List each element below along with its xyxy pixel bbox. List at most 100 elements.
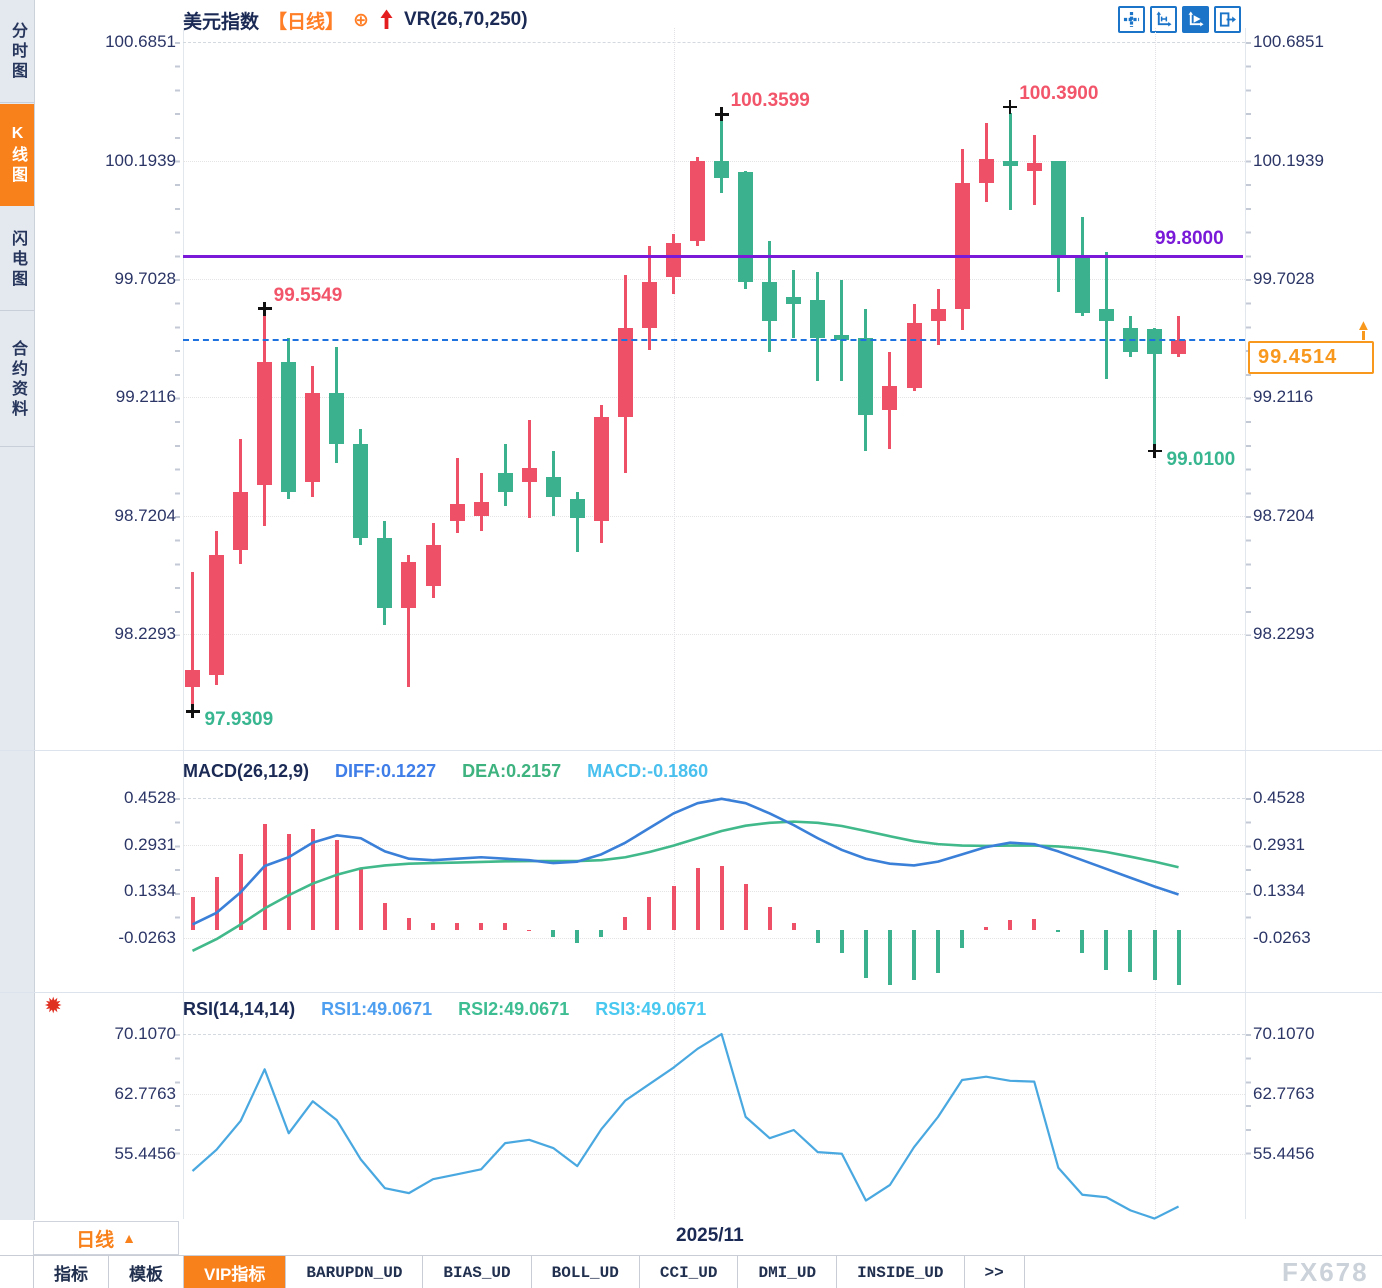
macd-histogram-bar bbox=[575, 930, 580, 944]
candle-body bbox=[257, 361, 273, 485]
candle-body bbox=[569, 499, 585, 519]
level-line-label: 99.8000 bbox=[1155, 228, 1224, 249]
macd-histogram-bar bbox=[743, 884, 748, 931]
sidebar-tab-timeline[interactable]: 分时图 bbox=[0, 2, 34, 103]
indicator-tab-10[interactable]: >> bbox=[965, 1256, 1025, 1288]
rsi3-value: RSI3:49.0671 bbox=[595, 999, 707, 1019]
y-axis-label-left: 99.7028 bbox=[114, 268, 176, 288]
gridline-h bbox=[183, 844, 1245, 846]
plot-edge-line bbox=[183, 28, 184, 1219]
macd-params: MACD(26,12,9) bbox=[183, 761, 310, 781]
macd-histogram-bar bbox=[960, 930, 965, 949]
macd-histogram-bar bbox=[262, 824, 267, 931]
macd-histogram-bar bbox=[719, 866, 724, 931]
macd-histogram-bar bbox=[1128, 930, 1133, 973]
low-price-annotation: 99.0100 bbox=[1166, 449, 1236, 471]
axis-minor-ticks bbox=[1246, 42, 1251, 636]
crosshair-move-icon[interactable] bbox=[1118, 6, 1145, 33]
sidebar-tab-flash[interactable]: 闪电图 bbox=[0, 210, 34, 311]
chart-title-bar: 美元指数 【日线】 ⊕ VR(26,70,250) bbox=[183, 7, 528, 33]
macd-histogram-bar bbox=[791, 923, 796, 931]
indicator-tab-5[interactable]: BIAS_UD bbox=[423, 1256, 532, 1288]
y-axis-label-right: 99.7028 bbox=[1253, 268, 1315, 288]
axis-minor-ticks bbox=[175, 1034, 180, 1156]
candle-body bbox=[545, 477, 561, 497]
candle-body bbox=[1074, 257, 1090, 314]
candle-body bbox=[978, 159, 994, 184]
period-tag[interactable]: 【日线】 bbox=[268, 11, 345, 33]
candle-body bbox=[714, 161, 730, 179]
sidebar-tab-kline[interactable]: K线图 bbox=[0, 104, 34, 206]
macd-histogram-bar bbox=[1080, 930, 1085, 954]
candle-body bbox=[858, 337, 874, 415]
y-axis-label-left: 70.1070 bbox=[114, 1024, 176, 1043]
axis-play-icon[interactable] bbox=[1182, 6, 1209, 33]
plot-edge-line bbox=[1245, 28, 1246, 1219]
candle-body bbox=[882, 385, 898, 410]
indicator-tab-8[interactable]: DMI_UD bbox=[738, 1256, 838, 1288]
macd-histogram-bar bbox=[479, 923, 484, 931]
y-axis-label-left: 0.2931 bbox=[124, 834, 176, 854]
circle-plus-icon[interactable]: ⊕ bbox=[353, 9, 369, 31]
axis-minor-ticks bbox=[175, 798, 180, 939]
y-axis-label-left: 100.1939 bbox=[105, 150, 176, 170]
candle-body bbox=[1098, 308, 1114, 321]
tab-bar-spacer bbox=[0, 1256, 34, 1288]
macd-histogram-bar bbox=[912, 930, 916, 981]
y-axis-label-right: 0.1334 bbox=[1253, 881, 1305, 901]
macd-histogram-bar bbox=[887, 930, 892, 986]
macd-histogram-bar bbox=[839, 930, 844, 954]
low-price-annotation: 97.9309 bbox=[204, 709, 274, 731]
exit-right-icon[interactable] bbox=[1214, 6, 1241, 33]
indicator-tab-3[interactable]: VIP指标 bbox=[184, 1256, 287, 1288]
macd-histogram-bar bbox=[1104, 930, 1109, 971]
macd-histogram-bar bbox=[767, 907, 772, 931]
macd-histogram-bar bbox=[815, 930, 820, 944]
macd-histogram-bar bbox=[647, 897, 652, 931]
candle-body bbox=[329, 393, 345, 444]
date-axis-label: 2025/11 bbox=[676, 1225, 744, 1246]
sidebar: 分时图 K线图 闪电图 合约资料 bbox=[0, 0, 35, 1256]
candle-body bbox=[690, 161, 706, 242]
gridline-h bbox=[183, 1154, 1245, 1156]
indicator-tab-1[interactable]: 指标 bbox=[34, 1256, 109, 1288]
indicator-tab-6[interactable]: BOLL_UD bbox=[532, 1256, 640, 1288]
sidebar-tab-contract-info[interactable]: 合约资料 bbox=[0, 314, 34, 447]
candle-body bbox=[209, 554, 225, 676]
y-axis-label-right: 62.7763 bbox=[1253, 1084, 1315, 1104]
macd-histogram-bar bbox=[1152, 930, 1157, 981]
macd-histogram-bar bbox=[406, 918, 411, 931]
indicator-tab-2[interactable]: 模板 bbox=[109, 1256, 184, 1288]
sun-indicator-icon[interactable]: ✹ bbox=[44, 993, 63, 1018]
y-axis-label-right: 55.4456 bbox=[1253, 1144, 1315, 1164]
candle-body bbox=[449, 504, 465, 521]
candle-wick bbox=[1153, 327, 1156, 447]
y-axis-label-left: -0.0263 bbox=[118, 928, 176, 947]
extreme-cross-marker bbox=[720, 107, 723, 122]
macd-histogram-bar bbox=[671, 885, 676, 931]
indicator-tab-7[interactable]: CCI_UD bbox=[640, 1256, 739, 1288]
gridline-h bbox=[183, 1034, 1245, 1035]
gridline-h bbox=[183, 1094, 1245, 1096]
axis-minor-ticks bbox=[1246, 798, 1251, 939]
y-axis-label-right: 0.2931 bbox=[1253, 834, 1305, 854]
y-axis-label-left: 100.6851 bbox=[105, 32, 176, 51]
y-axis-label-right: -0.0263 bbox=[1253, 928, 1311, 947]
gridline-month bbox=[673, 28, 675, 1219]
axis-scale-icon[interactable] bbox=[1150, 6, 1177, 33]
candle-body bbox=[954, 183, 970, 309]
y-axis-label-left: 0.1334 bbox=[124, 881, 176, 901]
vr-indicator-label: VR(26,70,250) bbox=[403, 9, 528, 30]
indicator-tab-4[interactable]: BARUPDN_UD bbox=[286, 1256, 424, 1288]
macd-legend: MACD(26,12,9) DIFF:0.1227 DEA:0.2157 MAC… bbox=[183, 761, 708, 782]
y-axis-label-right: 70.1070 bbox=[1253, 1024, 1315, 1043]
candle-body bbox=[617, 327, 633, 418]
candle-body bbox=[906, 323, 922, 389]
gridline-h bbox=[183, 42, 1245, 43]
indicator-tab-9[interactable]: INSIDE_UD bbox=[837, 1256, 965, 1288]
extreme-cross-marker bbox=[1008, 100, 1012, 115]
period-selector-button[interactable]: 日线 ▲ bbox=[33, 1221, 179, 1255]
candle-body bbox=[786, 296, 802, 304]
